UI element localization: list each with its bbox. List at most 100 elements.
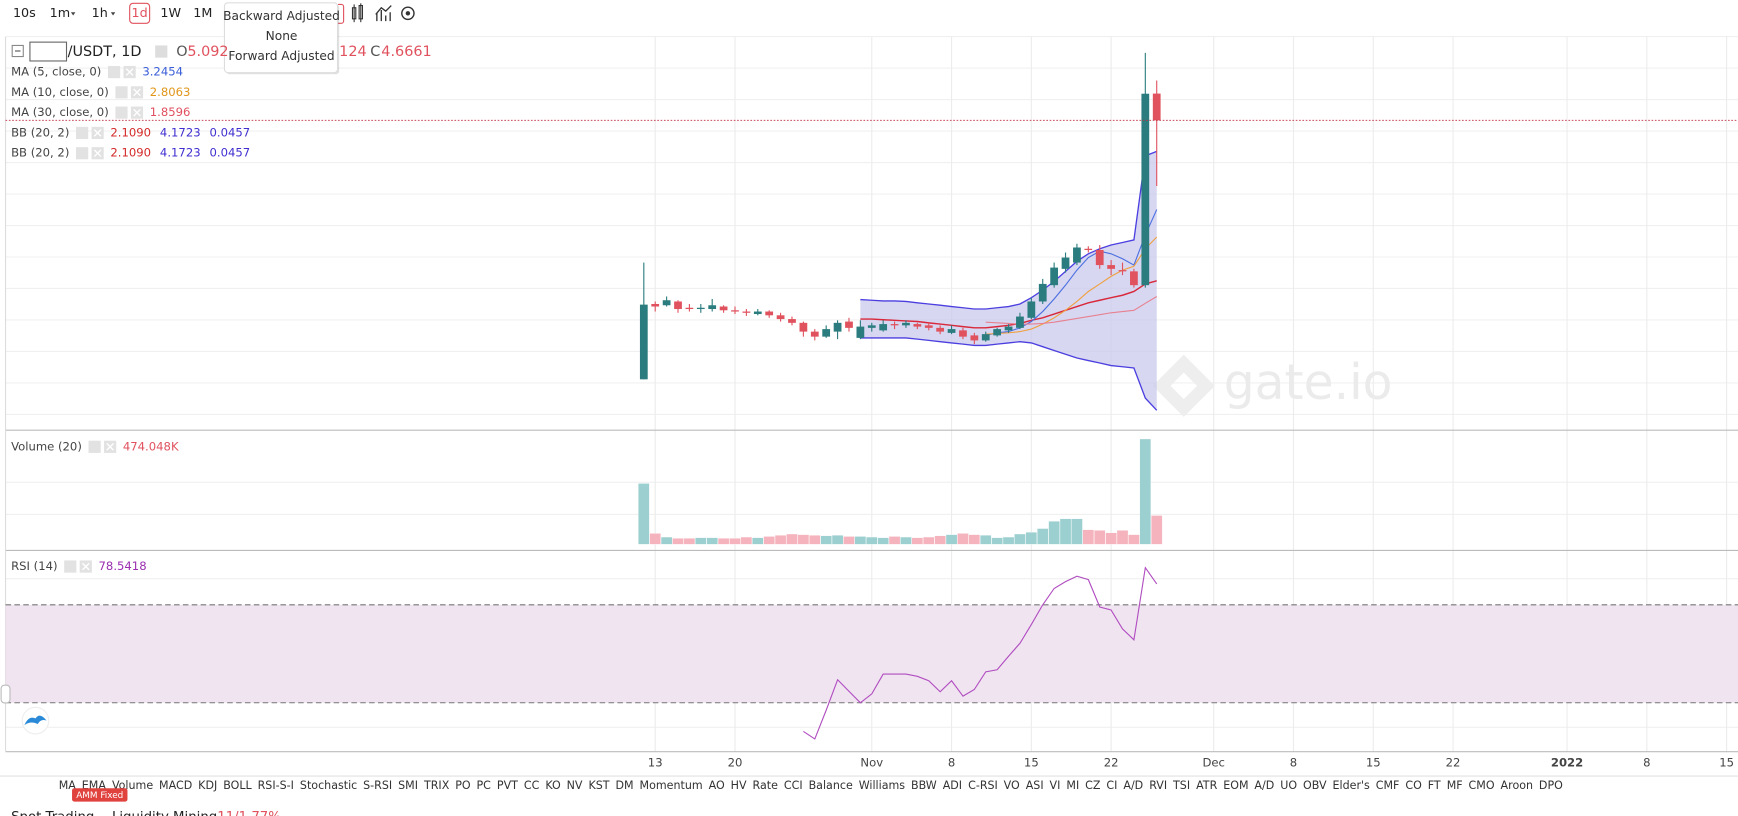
indicator-tab[interactable]: Balance <box>809 779 853 792</box>
volume-bar <box>695 537 707 545</box>
indicator-tab[interactable]: A/D <box>1123 779 1143 792</box>
candle-body <box>662 300 671 306</box>
interval-button[interactable]: 10s <box>13 6 36 21</box>
indicator-tab[interactable]: NV <box>567 779 583 792</box>
watermark-logo <box>1152 354 1215 417</box>
indicator-tab[interactable]: DPO <box>1539 779 1563 792</box>
indicator-tab[interactable]: MF <box>1447 779 1463 792</box>
volume-bar <box>717 538 730 545</box>
volume-bar <box>820 535 832 545</box>
indicator-icon[interactable] <box>375 5 392 22</box>
indicator-tab[interactable]: Momentum <box>640 779 703 792</box>
indicator-tab[interactable]: ASI <box>1026 779 1044 792</box>
interval-button[interactable]: 1W <box>160 6 181 21</box>
indicator-tab[interactable]: DM <box>616 779 634 792</box>
indicator-tab[interactable]: CMO <box>1469 779 1495 792</box>
volume-bar <box>1139 438 1152 545</box>
volume-bar <box>797 534 810 545</box>
candle-body <box>651 304 660 307</box>
indicator-tab[interactable]: BBW <box>911 779 937 792</box>
indicator-tab[interactable]: KO <box>545 779 561 792</box>
overlay: 10s 1m 1h 1d 1W 1M Backward Adjusted None Forwar… <box>0 2 1563 816</box>
indicator-tab[interactable]: CZ <box>1085 779 1101 792</box>
indicator-settings[interactable] <box>88 440 101 453</box>
interval-button[interactable]: 1d <box>132 6 148 21</box>
indicator-settings[interactable] <box>107 65 121 79</box>
volume-bar <box>888 536 901 545</box>
indicator-tab[interactable]: TRIX <box>423 779 450 792</box>
indicator-tab[interactable]: TSI <box>1172 779 1190 792</box>
indicator-tab[interactable]: Stochastic <box>300 779 357 792</box>
indicator-tab[interactable]: AO <box>709 779 725 792</box>
indicator-tab[interactable]: HV <box>731 779 747 792</box>
indicator-tab[interactable]: PC <box>477 779 492 792</box>
bottom-tab-spot[interactable]: Spot Trading <box>11 810 94 816</box>
indicator-label: BB (20, 2) <box>11 125 69 139</box>
candle-body <box>856 326 865 338</box>
indicator-tab[interactable]: MACD <box>159 779 192 792</box>
indicator-tab[interactable]: A/D <box>1254 779 1274 792</box>
indicator-tab[interactable]: UO <box>1280 779 1297 792</box>
indicator-tab[interactable]: PO <box>455 779 471 792</box>
volume-bar <box>660 536 673 545</box>
adjust-menu-item[interactable]: Forward Adjusted <box>228 49 334 63</box>
indicator-tab[interactable]: VI <box>1050 779 1061 792</box>
indicator-settings[interactable] <box>115 86 128 99</box>
bb-upper <box>860 150 1157 310</box>
candle-body <box>947 329 956 333</box>
candle-body <box>674 301 682 310</box>
indicator-tab[interactable]: VO <box>1004 779 1020 792</box>
indicator-tab[interactable]: Rate <box>753 779 779 792</box>
indicator-tab[interactable]: ADI <box>943 779 962 792</box>
interval-button[interactable]: 1m <box>50 6 71 21</box>
candle-body <box>936 327 945 332</box>
indicator-value: 78.5418 <box>99 559 147 573</box>
indicator-tab[interactable]: ATR <box>1196 779 1217 792</box>
adjust-menu-item[interactable]: None <box>266 29 298 43</box>
indicator-tab[interactable]: CCI <box>784 779 803 792</box>
x-tick-label: 8 <box>1643 755 1650 769</box>
indicator-tab[interactable]: KDJ <box>198 779 217 792</box>
indicator-tab[interactable]: SMI <box>398 779 418 792</box>
indicator-tab[interactable]: PVT <box>497 779 518 792</box>
indicator-close-x <box>125 68 134 76</box>
settings-icon[interactable] <box>401 6 415 21</box>
candle-body <box>1050 267 1059 286</box>
candle-body <box>890 324 899 326</box>
volume-bar <box>831 535 844 545</box>
candle-type-icon[interactable] <box>351 3 364 23</box>
indicator-tab[interactable]: C-RSI <box>968 779 998 792</box>
volume-bar <box>683 538 696 545</box>
indicator-tab[interactable]: CMF <box>1376 779 1400 792</box>
indicator-tab[interactable]: FT <box>1428 779 1441 792</box>
indicator-settings[interactable] <box>76 126 89 140</box>
indicator-tab[interactable]: MI <box>1066 779 1079 792</box>
indicator-tab[interactable]: Elder's <box>1333 779 1371 792</box>
candle-body <box>1073 247 1081 263</box>
indicator-settings[interactable] <box>76 147 89 160</box>
indicator-tab[interactable]: MA <box>59 779 77 792</box>
indicator-tab[interactable]: RVI <box>1149 779 1167 792</box>
indicator-tab[interactable]: CO <box>1405 779 1422 792</box>
close-value: 4.6661 <box>381 44 431 60</box>
indicator-tab[interactable]: EOM <box>1223 779 1248 792</box>
interval-button[interactable]: 1M <box>193 6 212 21</box>
indicator-tab[interactable]: OBV <box>1303 779 1327 792</box>
indicator-settings[interactable] <box>115 106 128 119</box>
adjust-menu-item[interactable]: Backward Adjusted <box>223 9 340 23</box>
indicator-tab[interactable]: KST <box>588 779 609 792</box>
indicator-label: MA (10, close, 0) <box>11 85 109 99</box>
interval-button[interactable]: 1h <box>92 6 108 21</box>
indicator-tab[interactable]: CC <box>524 779 540 792</box>
indicator-tab[interactable]: CI <box>1106 779 1117 792</box>
indicator-tab[interactable]: S-RSI <box>363 779 392 792</box>
indicator-tab[interactable]: Williams <box>859 779 906 792</box>
indicator-settings[interactable] <box>64 560 77 573</box>
indicator-tab[interactable]: RSI-S-I <box>258 779 294 792</box>
candle-body <box>742 311 751 313</box>
candle-body <box>867 325 876 328</box>
bottom-tab-mining[interactable]: Liquidity Mining <box>112 810 217 816</box>
indicator-tab[interactable]: Aroon <box>1501 779 1533 792</box>
indicator-tab[interactable]: BOLL <box>223 779 252 792</box>
